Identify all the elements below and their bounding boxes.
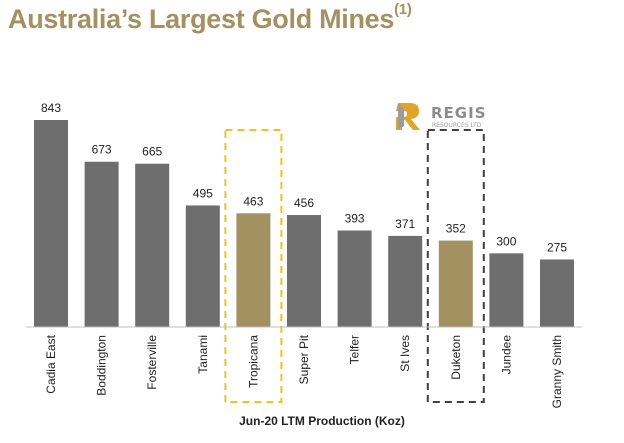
category-label-telfer: Telfer [348, 335, 362, 364]
bar-cadia-east [34, 120, 68, 327]
category-label-cadia-east: Cadia East [44, 334, 58, 393]
bar-telfer [337, 230, 372, 327]
bar-jundee [489, 253, 524, 327]
bar-st-ives [388, 235, 423, 327]
category-label-granny-smith: Granny Smith [550, 335, 564, 408]
regis-logo: REGIS RESOURCES LTD [396, 103, 487, 130]
chart-title-text: Australia’s Largest Gold Mines [8, 4, 395, 34]
data-label-fosterville: 665 [142, 145, 162, 159]
highlight-boxes [224, 129, 485, 403]
data-label-telfer: 393 [345, 211, 365, 225]
category-label-fosterville: Fosterville [145, 335, 159, 390]
bar-fosterville [135, 163, 170, 327]
bars-group [34, 120, 574, 327]
category-label-st-ives: St Ives [398, 335, 412, 372]
bar-tanami [185, 205, 220, 327]
data-label-cadia-east: 843 [41, 101, 61, 115]
bar-boddington [84, 161, 119, 327]
data-label-boddington: 673 [92, 143, 112, 157]
data-label-st-ives: 371 [395, 217, 415, 231]
data-label-super-pit: 456 [294, 196, 314, 210]
bar-granny-smith [540, 259, 574, 327]
category-label-tropicana: Tropicana [246, 335, 260, 388]
title-footnote: (1) [394, 1, 412, 18]
logo-name: REGIS [431, 104, 487, 122]
category-label-super-pit: Super Pit [297, 334, 311, 384]
chart-title: Australia’s Largest Gold Mines(1) [8, 1, 412, 35]
category-label-boddington: Boddington [95, 335, 109, 396]
category-label-tanami: Tanami [196, 335, 210, 374]
logo-subtitle: RESOURCES LTD [432, 122, 482, 129]
bar-duketon [438, 240, 473, 327]
bar-super-pit [287, 215, 321, 327]
data-label-jundee: 300 [496, 234, 516, 248]
category-labels-group: Cadia East Boddington Fosterville Tanami Tro… [44, 334, 564, 408]
data-label-duketon: 352 [446, 222, 466, 236]
bar-tropicana [236, 213, 271, 327]
regis-logo-mark [396, 103, 420, 130]
data-label-granny-smith: 275 [547, 240, 567, 254]
data-label-tropicana: 463 [243, 194, 263, 208]
highlight-box-tropicana [224, 129, 283, 403]
highlight-box-duketon [426, 129, 485, 403]
data-labels-group: 843 673 665 495 463 456 393 371 352 300 275 [41, 101, 567, 254]
category-label-jundee: Jundee [499, 335, 513, 375]
category-label-duketon: Duketon [449, 335, 463, 380]
data-label-tanami: 495 [193, 186, 213, 200]
x-axis-title: Jun-20 LTM Production (Koz) [239, 414, 405, 428]
